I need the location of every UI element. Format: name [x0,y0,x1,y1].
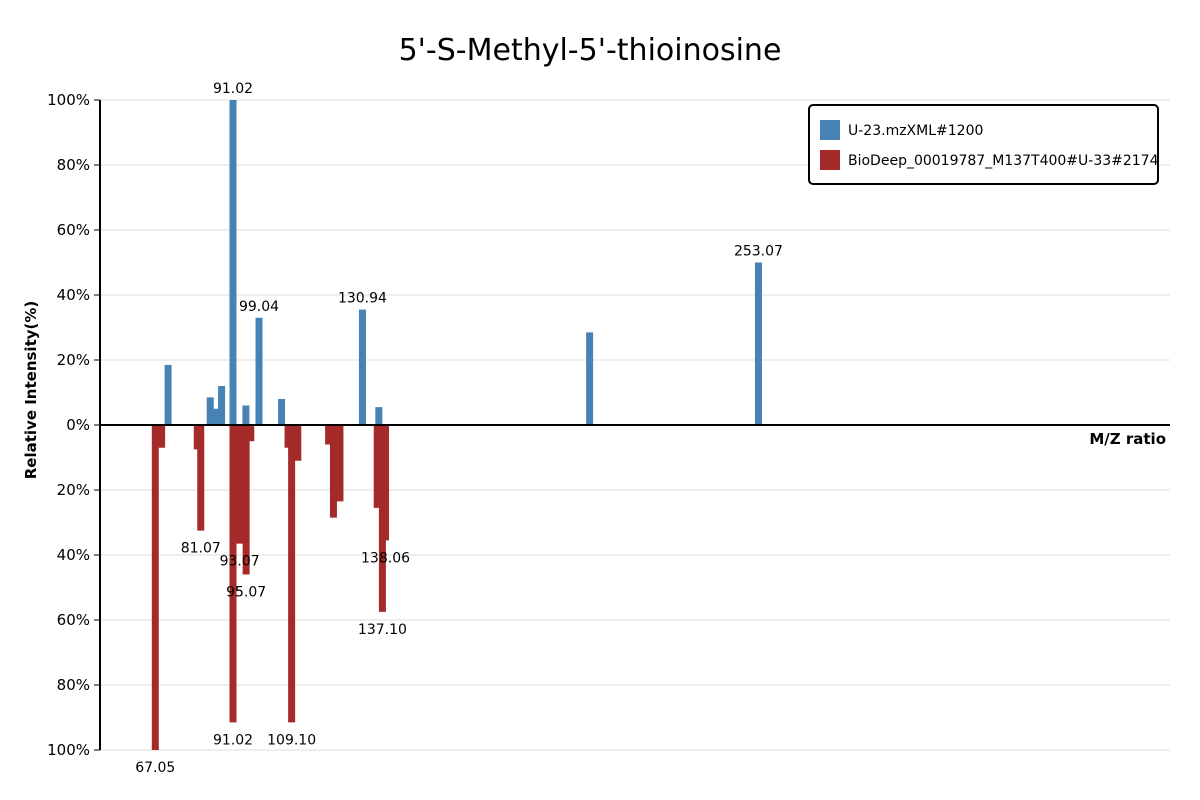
query-peak-bar [218,386,226,425]
reference-peak-bar [329,425,337,518]
reference-peak-label: 93.07 [220,554,260,570]
legend-swatch-query [820,120,840,140]
reference-peak-label: 95.07 [226,585,266,601]
y-tick-label: 20% [57,351,90,369]
reference-peak-bar [158,425,166,448]
reference-peak-bar [284,425,292,448]
query-peak-bar [375,407,383,425]
query-peak-bar [164,364,172,425]
reference-peak-bar [325,425,333,445]
reference-peak-label: 137.10 [358,622,407,638]
peak-labels: 91.02 99.04 130.94 253.07 67.05 81.07 91.02 93.… [135,81,783,776]
reference-peak-label: 109.10 [267,732,316,748]
bars [151,100,762,750]
query-peak-label: 130.94 [338,291,387,307]
chart-title: 5'-S-Methyl-5'-thioinosine [399,33,782,68]
reference-peak-bar [373,425,381,508]
query-peak-bar [242,405,250,425]
reference-peak-bar [288,425,296,723]
y-tick-label: 80% [57,156,90,174]
query-peak-bar [586,332,594,425]
legend-box [808,104,1159,185]
legend: U-23.mzXML#1200 BioDeep_00019787_M137T40… [808,104,1159,185]
y-tick-label: 80% [57,676,90,694]
y-tick-label: 60% [57,611,90,629]
reference-peak-bar [229,425,237,723]
reference-peak-bar [236,425,244,544]
x-axis-label: M/Z ratio [1089,430,1166,448]
query-peak-label: 99.04 [239,299,279,315]
query-peak-bar [206,397,214,425]
query-peak-bar [211,408,219,425]
y-tick-label: 100% [47,91,90,109]
y-axis-label: Relative Intensity(%) [22,301,40,480]
query-peak-bar [255,317,263,425]
reference-peak-bar [294,425,302,461]
y-tick-label: 0% [66,416,90,434]
legend-label-query: U-23.mzXML#1200 [848,123,983,139]
query-peak-bar [229,100,237,425]
y-tick-label: 40% [57,546,90,564]
reference-peak-bar [336,425,344,502]
y-tick-label: 20% [57,481,90,499]
reference-peak-bar [382,425,390,541]
y-tick-label: 100% [47,741,90,759]
legend-swatch-reference [820,150,840,170]
query-peak-bar [358,309,366,425]
reference-peak-bar [151,425,159,750]
reference-peak-bar [197,425,205,531]
reference-peak-label: 91.02 [213,732,253,748]
reference-peak-bar [242,425,250,575]
query-peak-label: 253.07 [734,244,783,260]
legend-label-reference: BioDeep_00019787_M137T400#U-33#2174 [848,153,1159,169]
axes [99,100,1170,750]
reference-peak-bar [247,425,255,442]
reference-peak-label: 81.07 [181,541,221,557]
reference-peak-label: 67.05 [135,760,175,776]
y-tick-labels: 100% 80% 60% 40% 20% 0% 20% 40% 60% 80% 100% [47,91,100,759]
y-tick-label: 60% [57,221,90,239]
y-tick-label: 40% [57,286,90,304]
query-peak-bar [278,399,286,425]
reference-peak-label: 138.06 [361,550,410,566]
query-peak-label: 91.02 [213,81,253,97]
query-peak-bar [754,262,762,425]
